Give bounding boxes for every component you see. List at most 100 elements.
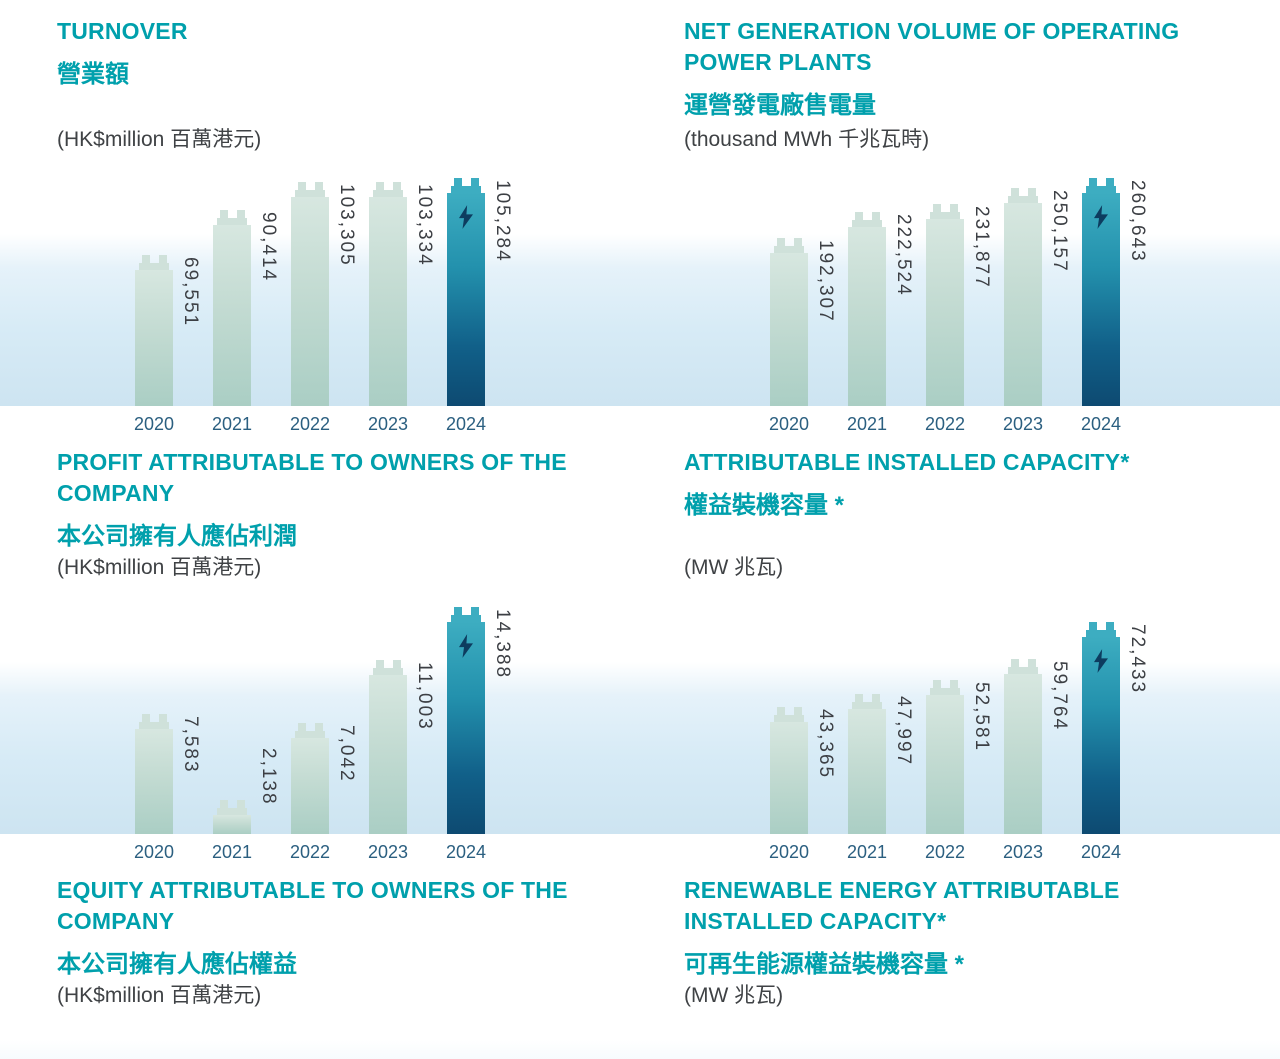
bar-cap xyxy=(774,246,804,253)
bar-2022 xyxy=(291,723,329,834)
bar-2020 xyxy=(770,238,808,406)
bar-nub xyxy=(949,680,958,688)
bar-nub xyxy=(1010,188,1019,196)
bar-group-2022: 231,877 xyxy=(926,164,1004,406)
bar-value-label: 52,581 xyxy=(971,682,992,753)
chart-title: TURNOVER xyxy=(57,16,640,47)
bar-value-label: 59,764 xyxy=(1049,661,1070,732)
chart-title-line: POWER PLANTS xyxy=(684,49,872,75)
bar-top-nubs xyxy=(453,178,479,186)
bar-cap xyxy=(217,808,247,815)
year-cell: 2020 xyxy=(133,414,213,435)
year-axis: 2020 2021 2022 2023 2024 xyxy=(57,406,640,435)
bar-nub xyxy=(949,204,958,212)
bar-nub xyxy=(1105,178,1114,186)
chart-header: PROFIT ATTRIBUTABLE TO OWNERS OF THE COM… xyxy=(57,447,640,592)
bar-body xyxy=(1004,674,1042,834)
chart-title-chinese: 運營發電廠售電量 xyxy=(684,92,876,119)
bar-cap xyxy=(930,688,960,695)
bar-body xyxy=(291,738,329,834)
chart-equity: EQUITY ATTRIBUTABLE TO OWNERS OF THE COM… xyxy=(0,875,640,1059)
bar-group-2021: 222,524 xyxy=(848,164,926,406)
year-cell: 2022 xyxy=(925,842,1004,863)
year-label: 2023 xyxy=(1002,842,1044,862)
year-label: 2020 xyxy=(133,842,175,862)
year-label: 2021 xyxy=(846,842,888,862)
bar-top-nubs xyxy=(1010,188,1036,196)
bar-value-label: 250,157 xyxy=(1049,190,1070,273)
bar-cap xyxy=(930,212,960,219)
year-label: 2024 xyxy=(445,842,487,862)
chart-renewable-capacity: RENEWABLE ENERGY ATTRIBUTABLE INSTALLED … xyxy=(640,875,1280,1059)
chart-header: RENEWABLE ENERGY ATTRIBUTABLE INSTALLED … xyxy=(684,875,1280,1020)
year-label: 2021 xyxy=(846,414,888,434)
bar-body xyxy=(770,722,808,834)
bar-group-2023: 250,157 xyxy=(1004,164,1082,406)
bar-group-2021: 2,138 xyxy=(213,592,291,834)
bar-body xyxy=(1082,193,1120,406)
bar-nub xyxy=(141,255,150,263)
bar-cap xyxy=(217,218,247,225)
year-cell: 2020 xyxy=(769,414,848,435)
bar-nub xyxy=(470,607,479,615)
bar-top-nubs xyxy=(141,255,167,263)
bar-nub xyxy=(392,182,401,190)
bar-top-nubs xyxy=(932,204,958,212)
chart-title-chinese: 可再生能源權益裝機容量 * xyxy=(684,951,965,978)
bar-value-label: 14,388 xyxy=(492,609,513,680)
bar-value-label: 222,524 xyxy=(893,214,914,297)
bar-group-2020: 7,583 xyxy=(135,592,213,834)
bar-2020 xyxy=(770,707,808,834)
bar-nub xyxy=(375,660,384,668)
bar-nub xyxy=(141,714,150,722)
chart-title-chinese: 權益裝機容量 * xyxy=(684,492,845,519)
bar-top-nubs xyxy=(1088,622,1114,630)
year-cell: 2021 xyxy=(846,842,926,863)
bar-2023 xyxy=(369,660,407,834)
lightning-bolt-icon xyxy=(459,634,473,658)
chart-title-line: ATTRIBUTABLE INSTALLED CAPACITY* xyxy=(684,449,1130,475)
bar-2021 xyxy=(848,694,886,834)
chart-title-line: RENEWABLE ENERGY ATTRIBUTABLE xyxy=(684,877,1120,903)
bar-value-label: 11,003 xyxy=(414,662,435,731)
year-cell: 2024 xyxy=(445,414,525,435)
chart-net-generation: NET GENERATION VOLUME OF OPERATING POWER… xyxy=(640,16,1280,435)
bar-2021 xyxy=(213,800,251,834)
bar-nub xyxy=(297,182,306,190)
bar-cap xyxy=(774,715,804,722)
year-axis: 2020 2021 2022 2023 2024 xyxy=(684,406,1280,435)
chart-title: ATTRIBUTABLE INSTALLED CAPACITY* xyxy=(684,447,1280,478)
chart-title-chinese: 本公司擁有人應佔利潤 xyxy=(57,523,297,550)
bar-top-nubs xyxy=(854,694,880,702)
year-cell: 2022 xyxy=(290,414,369,435)
bar-top-nubs xyxy=(141,714,167,722)
bar-nub xyxy=(236,210,245,218)
bar-group-2022: 52,581 xyxy=(926,592,1004,834)
year-label: 2024 xyxy=(445,414,487,434)
year-label: 2020 xyxy=(133,414,175,434)
bar-group-2022: 103,305 xyxy=(291,164,369,406)
bar-nub xyxy=(453,178,462,186)
year-cell: 2023 xyxy=(1002,842,1082,863)
chart-title: PROFIT ATTRIBUTABLE TO OWNERS OF THE COM… xyxy=(57,447,640,509)
bar-top-nubs xyxy=(453,607,479,615)
bar-group-2024: 14,388 xyxy=(447,592,525,834)
bar-body xyxy=(447,622,485,834)
bar-body xyxy=(135,270,173,406)
bar-2024 xyxy=(447,607,485,834)
bar-nub xyxy=(1010,659,1019,667)
bar-value-label: 231,877 xyxy=(971,206,992,289)
bar-2020 xyxy=(135,714,173,834)
chart-profit: PROFIT ATTRIBUTABLE TO OWNERS OF THE COM… xyxy=(0,447,640,863)
chart-title-line: TURNOVER xyxy=(57,18,188,44)
bar-value-label: 192,307 xyxy=(815,240,836,323)
chart-header: EQUITY ATTRIBUTABLE TO OWNERS OF THE COM… xyxy=(57,875,640,1020)
bar-nub xyxy=(871,694,880,702)
year-cell: 2021 xyxy=(846,414,926,435)
year-cell: 2020 xyxy=(769,842,848,863)
bar-nub xyxy=(932,680,941,688)
year-label: 2024 xyxy=(1080,414,1122,434)
year-cell: 2024 xyxy=(1080,414,1160,435)
bar-top-nubs xyxy=(1088,178,1114,186)
